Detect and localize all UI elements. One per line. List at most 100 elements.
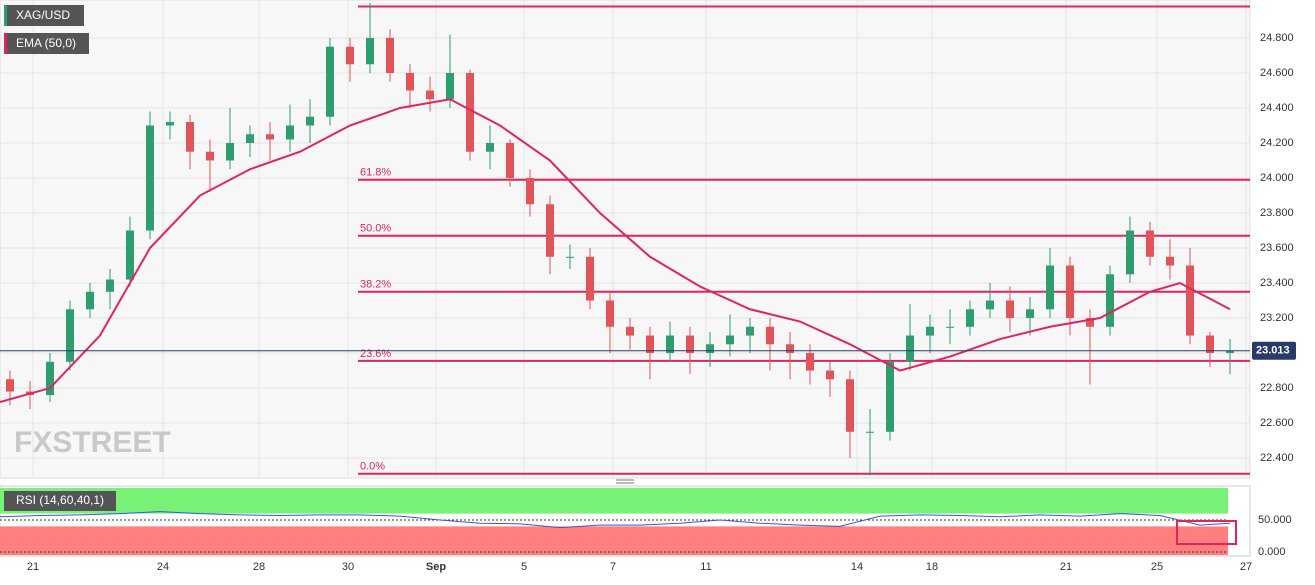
candle-body: [486, 142, 494, 152]
candle-body: [286, 125, 294, 140]
candle-body: [806, 353, 814, 371]
candle-body: [166, 121, 174, 126]
candle-body: [1186, 265, 1194, 336]
x-tick-label: 5: [521, 561, 527, 573]
candle-body: [626, 326, 634, 336]
candle-body: [266, 134, 274, 140]
candle-body: [866, 431, 874, 433]
legend-box: [4, 5, 84, 26]
x-tick-label: 21: [27, 561, 39, 573]
candle-body: [126, 230, 134, 280]
candle-body: [426, 90, 434, 100]
candle-body: [606, 300, 614, 327]
candle-body: [466, 72, 474, 152]
x-tick-label: 18: [926, 561, 938, 573]
fib-label: 50.0%: [360, 223, 391, 235]
y-tick-label: 23.800: [1260, 207, 1294, 219]
x-tick-label: 14: [851, 561, 863, 573]
candle-body: [86, 291, 94, 310]
y-tick-label: 24.200: [1260, 137, 1294, 149]
candle-body: [926, 326, 934, 336]
candle-body: [1226, 350, 1234, 354]
fib-label: 38.2%: [360, 279, 391, 291]
x-tick-label: 28: [253, 561, 265, 573]
candle-body: [186, 121, 194, 152]
plot-area: [0, 0, 1251, 479]
legend-swatch: [4, 5, 7, 26]
candle-body: [1086, 318, 1094, 327]
candle-body: [886, 361, 894, 432]
y-tick-label: 24.400: [1260, 102, 1294, 114]
y-tick-label: 23.200: [1260, 312, 1294, 324]
y-tick-label: 23.600: [1260, 242, 1294, 254]
fib-label: 23.6%: [360, 348, 391, 360]
candle-body: [306, 116, 314, 126]
candle-body: [946, 326, 954, 328]
candle-body: [686, 335, 694, 354]
y-tick-label: 22.400: [1260, 452, 1294, 464]
candle-body: [1146, 230, 1154, 257]
candle-body: [206, 151, 214, 161]
candle-body: [786, 344, 794, 354]
legend-ema: EMA (50,0): [16, 36, 76, 50]
legend-rsi: RSI (14,60,40,1): [16, 493, 104, 507]
candle-body: [226, 142, 234, 161]
candle-body: [1006, 300, 1014, 319]
candle-body: [746, 326, 754, 336]
candle-body: [406, 72, 414, 91]
candle-body: [1166, 256, 1174, 266]
x-tick-label: Sep: [426, 561, 446, 573]
y-tick-label: 24.800: [1260, 32, 1294, 44]
candle-body: [666, 335, 674, 354]
candle-body: [906, 335, 914, 362]
marks: 0.0% 23.6% 38.2% 50.0% 61.8%: [0, 2, 1250, 476]
x-tick-label: 21: [1060, 561, 1072, 573]
y-tick-label: 22.800: [1260, 382, 1294, 394]
candle-body: [246, 134, 254, 143]
watermark: FXSTREET: [14, 426, 171, 459]
candle-body: [1106, 274, 1114, 327]
candle-body: [1066, 265, 1074, 319]
candle-body: [526, 178, 534, 205]
candle-body: [446, 72, 454, 100]
candle-body: [1126, 230, 1134, 275]
fib-label: 0.0%: [360, 461, 385, 473]
x-tick-label: 11: [700, 561, 711, 573]
candle-body: [706, 344, 714, 354]
rsi-tick-label: 50.000: [1258, 514, 1292, 526]
candle-body: [46, 361, 54, 396]
candle-body: [6, 379, 14, 392]
candle-body: [726, 335, 734, 345]
candle-body: [346, 46, 354, 65]
legend-box: [4, 491, 116, 511]
candle-body: [1026, 309, 1034, 319]
candle-body: [586, 256, 594, 301]
annotation-box: [1176, 520, 1237, 545]
candle-body: [826, 370, 834, 380]
y-tick-label: 22.600: [1260, 417, 1294, 429]
ema-line: [0, 98, 1231, 404]
fib-label: 61.8%: [360, 167, 391, 179]
x-tick-label: 24: [157, 561, 169, 573]
y-tick-label: 24.000: [1260, 172, 1294, 184]
candle-body: [506, 142, 514, 179]
last-price-box: [1252, 341, 1296, 360]
rsi-tick-label: 0.000: [1258, 546, 1286, 558]
rsi-oversold-zone: [0, 526, 1228, 555]
y-tick-label: 24.600: [1260, 67, 1294, 79]
candle-body: [546, 204, 554, 257]
candle-body: [146, 125, 154, 231]
candle-body: [766, 326, 774, 345]
rsi-panel: [0, 485, 1251, 557]
candle-body: [66, 309, 74, 362]
candle-body: [106, 279, 114, 292]
x-tick-label: 7: [610, 561, 616, 573]
candle-body: [966, 309, 974, 327]
candle-body: [366, 37, 374, 65]
legend-title: XAG/USD: [16, 8, 70, 22]
candle-body: [1046, 265, 1054, 310]
y-tick-label: 23.400: [1260, 277, 1294, 289]
x-tick-label: 27: [1240, 561, 1252, 573]
grid: [0, 0, 1250, 478]
